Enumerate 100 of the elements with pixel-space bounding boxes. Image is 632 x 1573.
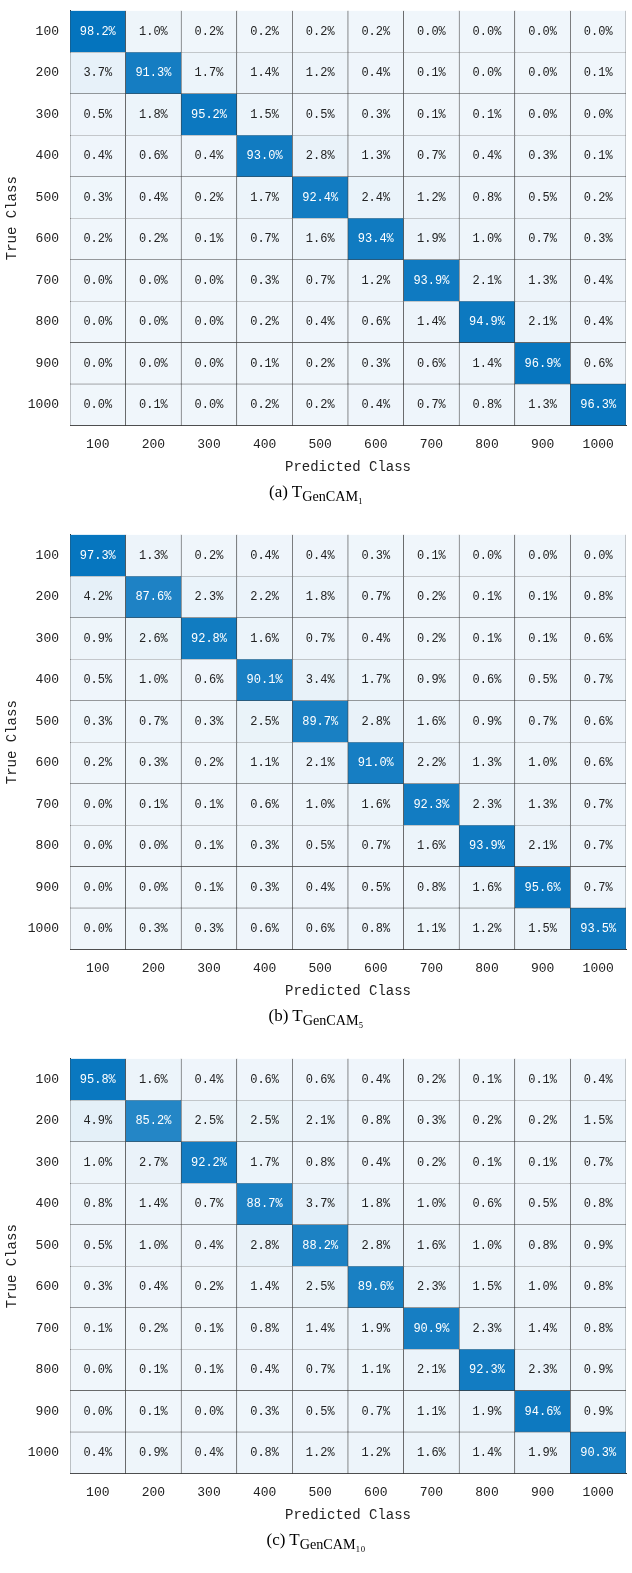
x-tick-label: 800 [475, 436, 499, 452]
data-label: 0.5% [361, 880, 391, 895]
data-label: 0.8% [528, 1238, 558, 1253]
data-label: 0.4% [361, 66, 391, 81]
y-tick-label: 900 [35, 1403, 60, 1419]
data-label: 1.3% [472, 756, 503, 771]
data-label: 1.3% [528, 797, 558, 812]
data-label: 1.4% [250, 66, 280, 81]
data-label: 0.0% [139, 356, 169, 371]
data-label: 1.9% [472, 1404, 503, 1419]
data-label: 0.0% [83, 797, 113, 812]
x-tick-label: 600 [364, 960, 388, 976]
data-label: 0.7% [305, 1363, 336, 1378]
data-label: 0.6% [583, 714, 614, 729]
data-label: 1.4% [472, 356, 503, 371]
data-label: 91.0% [357, 756, 395, 771]
data-label: 1.2% [361, 1446, 391, 1461]
data-label: 2.3% [472, 797, 503, 812]
data-label: 1.5% [250, 107, 280, 122]
data-label: 97.3% [79, 548, 117, 563]
data-label: 0.8% [83, 1197, 113, 1212]
data-label: 2.1% [305, 1114, 336, 1129]
data-label: 0.7% [361, 1404, 391, 1419]
data-label: 0.1% [139, 398, 169, 413]
data-label: 2.1% [528, 315, 558, 330]
y-tick-label: 500 [35, 1237, 60, 1253]
data-label: 0.7% [250, 232, 280, 247]
x-tick-label: 200 [141, 436, 166, 452]
data-label: 3.7% [83, 66, 113, 81]
y-tick-label: 400 [35, 1196, 60, 1212]
data-label: 0.7% [194, 1197, 225, 1212]
data-label: 0.3% [583, 232, 614, 247]
data-label: 1.2% [305, 1446, 336, 1461]
data-label: 1.6% [472, 880, 503, 895]
data-label: 0.2% [139, 1321, 169, 1336]
data-label: 0.4% [305, 880, 336, 895]
data-label: 1.9% [361, 1321, 391, 1336]
data-label: 0.2% [194, 190, 225, 205]
data-label: 1.7% [250, 190, 280, 205]
data-label: 0.6% [583, 756, 614, 771]
data-label: 0.0% [528, 66, 558, 81]
y-tick-label: 600 [35, 231, 60, 247]
data-label: 0.1% [528, 1155, 558, 1170]
data-label: 96.9% [524, 356, 562, 371]
data-label: 0.1% [417, 548, 447, 563]
data-label: 0.2% [194, 548, 225, 563]
data-label: 0.2% [250, 315, 280, 330]
x-tick-label: 600 [364, 436, 388, 452]
data-label: 1.6% [417, 839, 447, 854]
data-label: 0.7% [139, 714, 169, 729]
data-label: 0.8% [417, 880, 447, 895]
x-tick-label: 400 [252, 436, 277, 452]
data-label: 1.6% [417, 1238, 447, 1253]
data-label: 0.8% [361, 1114, 391, 1129]
data-label: 93.9% [413, 273, 451, 288]
data-label: 1.4% [305, 1321, 336, 1336]
data-label: 90.3% [580, 1446, 617, 1461]
data-label: 0.7% [305, 631, 336, 646]
y-tick-label: 700 [35, 272, 60, 288]
data-label: 0.0% [194, 1404, 225, 1419]
data-label: 0.9% [417, 673, 447, 688]
data-label: 0.4% [361, 1155, 391, 1170]
data-label: 0.1% [194, 232, 225, 247]
data-label: 0.4% [194, 1446, 225, 1461]
data-label: 0.0% [83, 839, 113, 854]
data-label: 1.2% [417, 190, 447, 205]
y-tick-label: 1000 [27, 921, 60, 937]
data-label: 0.3% [361, 356, 391, 371]
data-label: 0.1% [194, 1321, 225, 1336]
x-tick-label: 400 [252, 1484, 277, 1500]
data-label: 0.3% [83, 190, 113, 205]
data-label: 0.8% [305, 1155, 336, 1170]
data-label: 0.1% [139, 1404, 169, 1419]
data-label: 95.8% [79, 1072, 117, 1087]
data-label: 0.3% [139, 756, 169, 771]
x-tick-label: 800 [475, 1484, 499, 1500]
data-label: 0.7% [361, 839, 391, 854]
y-axis-title: True Class [4, 1224, 21, 1309]
data-label: 0.8% [250, 1321, 280, 1336]
y-tick-label: 400 [35, 148, 60, 164]
x-tick-label: 700 [419, 960, 444, 976]
data-label: 0.4% [139, 190, 169, 205]
y-tick-label: 100 [35, 1071, 60, 1087]
data-label: 1.8% [305, 590, 336, 605]
data-label: 0.1% [417, 107, 447, 122]
data-label: 0.4% [305, 315, 336, 330]
y-tick-label: 1000 [27, 397, 60, 413]
data-label: 95.6% [524, 880, 562, 895]
data-label: 0.0% [472, 548, 503, 563]
data-label: 0.9% [139, 1446, 169, 1461]
y-tick-label: 300 [35, 630, 60, 646]
data-label: 0.5% [305, 1404, 336, 1419]
data-label: 0.4% [194, 1072, 225, 1087]
data-label: 0.1% [417, 66, 447, 81]
data-label: 1.2% [472, 922, 503, 937]
data-label: 0.2% [194, 1280, 225, 1295]
data-label: 0.6% [472, 1197, 503, 1212]
data-label: 0.1% [194, 1363, 225, 1378]
data-label: 1.4% [250, 1280, 280, 1295]
data-label: 2.4% [361, 190, 391, 205]
